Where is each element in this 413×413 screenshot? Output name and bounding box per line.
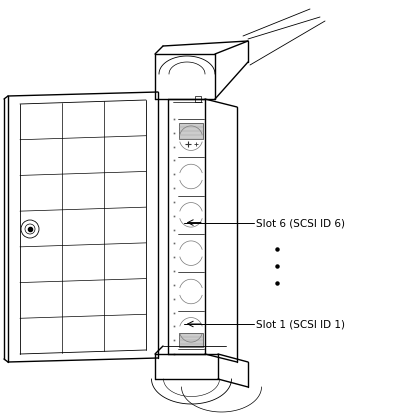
- Text: Slot 6 (SCSI ID 6): Slot 6 (SCSI ID 6): [256, 218, 345, 228]
- Bar: [179, 333, 203, 347]
- Bar: [195, 97, 201, 103]
- Text: Slot 1 (SCSI ID 1): Slot 1 (SCSI ID 1): [256, 319, 345, 329]
- Bar: [179, 124, 203, 140]
